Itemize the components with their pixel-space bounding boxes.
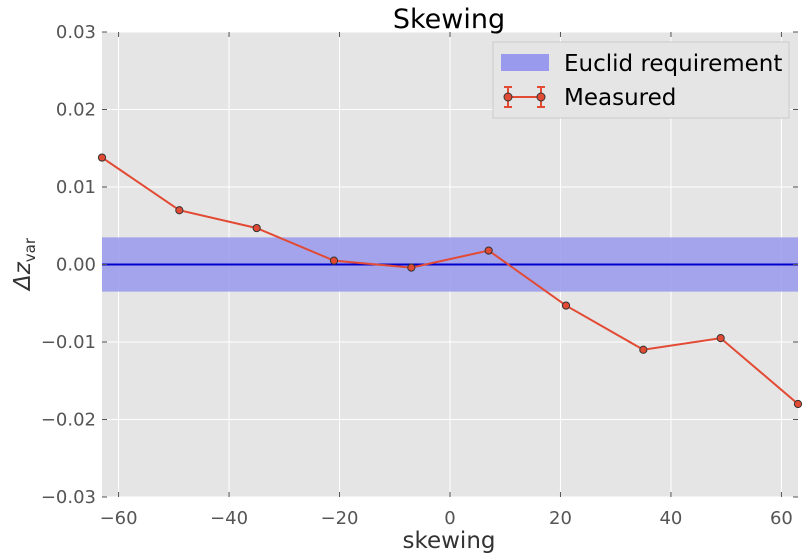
data-point	[97, 153, 107, 162]
y-axis-label-sub: var	[21, 237, 39, 262]
y-tick-label: 0.00	[56, 255, 96, 276]
y-tick-label: 0.01	[56, 177, 96, 198]
y-tick-label: −0.02	[41, 410, 96, 431]
y-tick-label: 0.03	[56, 22, 96, 43]
x-tick-label: −40	[210, 508, 248, 529]
data-point	[793, 399, 803, 409]
legend-band-swatch	[501, 54, 549, 71]
x-tick-labels: −60 −40 −20 0 20 40 60	[100, 508, 793, 529]
x-tick-label: 0	[444, 508, 455, 529]
legend: Euclid requirement Measured	[492, 41, 790, 119]
legend-marker-left	[503, 92, 513, 102]
data-point	[484, 246, 493, 255]
data-point	[407, 263, 416, 272]
y-tick-label: 0.02	[56, 100, 96, 121]
x-tick-label: 40	[659, 508, 682, 529]
data-point	[252, 223, 261, 233]
x-axis-label: skewing	[402, 528, 495, 554]
chart-title: Skewing	[393, 4, 505, 35]
data-point	[716, 334, 725, 343]
measured-line	[101, 156, 799, 405]
x-tick-label: −20	[321, 508, 359, 529]
y-axis-label-main: Δz	[10, 261, 36, 292]
data-point	[329, 256, 339, 265]
data-point	[639, 345, 648, 354]
legend-box	[492, 41, 790, 119]
y-axis-label: Δzvar	[10, 237, 39, 292]
x-tick-label: 20	[549, 508, 572, 529]
axis-ticks	[102, 31, 798, 498]
x-tick-label: −60	[100, 508, 138, 529]
y-tick-labels: 0.03 0.02 0.01 0.00 −0.01 −0.02 −0.03	[41, 22, 96, 508]
measured-series	[97, 153, 803, 409]
y-tick-label: −0.03	[41, 487, 96, 508]
data-point	[561, 301, 571, 310]
legend-measured-label: Measured	[564, 85, 676, 111]
data-point	[175, 206, 184, 215]
legend-measured-swatch	[503, 86, 546, 108]
x-tick-label: 60	[770, 508, 793, 529]
legend-marker-right	[536, 92, 546, 102]
legend-band-label: Euclid requirement	[564, 51, 782, 77]
y-tick-label: −0.01	[41, 332, 96, 353]
